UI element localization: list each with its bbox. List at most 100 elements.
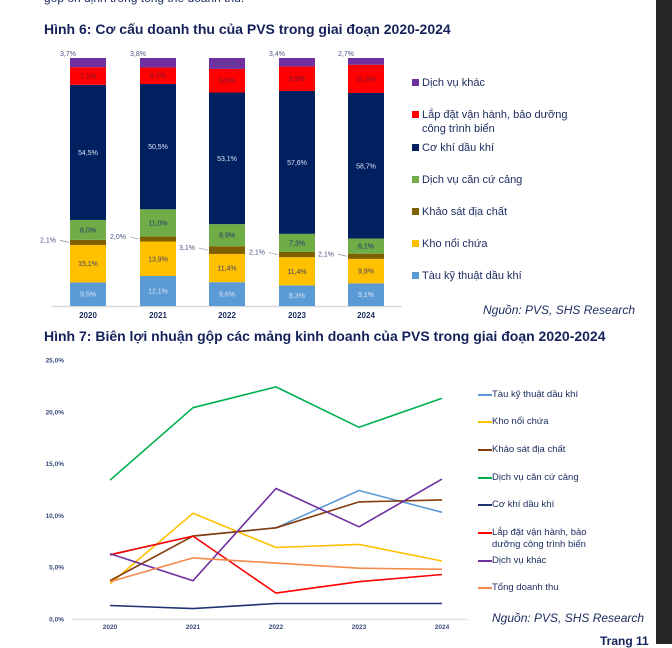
- data-label: 11,0%: [148, 220, 167, 227]
- bar-segment: [348, 258, 384, 284]
- legend-swatch: [412, 176, 419, 183]
- legend-item: Dịch vụ căn cứ cảng: [412, 173, 602, 187]
- legend-label: Dịch vụ khác: [422, 77, 485, 89]
- bar-segment: [348, 238, 384, 254]
- data-label: 6,1%: [358, 244, 374, 251]
- x-tick-label: 2024: [435, 624, 450, 631]
- legend-label: Kho nổi chứa: [422, 238, 488, 250]
- bar-segment: [279, 285, 315, 306]
- bar-segment: [140, 84, 176, 210]
- legend-item: Lắp đặt vận hành, bảo dưỡng công trình b…: [412, 108, 602, 136]
- bar-segment: [348, 253, 384, 259]
- bar-segment: [279, 233, 315, 252]
- bar-segment: [140, 275, 176, 306]
- legend-swatch: [412, 208, 419, 215]
- legend-swatch: [412, 79, 419, 86]
- bar-segment: [209, 282, 245, 306]
- legend-label: Cơ khí dầu khí: [422, 142, 495, 154]
- legend-label: Lắp đặt vận hành, bảo dưỡng công trình b…: [492, 527, 587, 550]
- dark-side-panel: [656, 0, 672, 644]
- data-label: 11,4%: [217, 266, 236, 273]
- series-line: [109, 602, 442, 610]
- data-label: 3,7%: [60, 51, 76, 58]
- series-line: [109, 535, 443, 594]
- data-label: 3,1%: [179, 245, 195, 252]
- legend-swatch: [412, 111, 419, 118]
- series-line: [109, 499, 443, 582]
- data-label: 9,6%: [219, 292, 235, 299]
- x-tick-label: 2024: [357, 311, 375, 320]
- bar-segment: [70, 239, 106, 245]
- bar-segment: [209, 58, 245, 69]
- legend-item: Khảo sát địa chất: [412, 205, 602, 219]
- bar-segment: [348, 283, 384, 306]
- data-label: 57,6%: [287, 160, 307, 167]
- x-tick-label: 2020: [103, 624, 118, 631]
- legend-swatch: [478, 477, 492, 479]
- data-label: 2,1%: [318, 251, 334, 258]
- data-label: 8,3%: [289, 293, 305, 300]
- data-label: 3,8%: [130, 51, 146, 58]
- bar-segment: [348, 58, 384, 65]
- data-label: 2,0%: [110, 234, 126, 241]
- data-label: 3,4%: [269, 51, 285, 58]
- bar-segment: [209, 68, 245, 93]
- legend-item: Khảo sát địa chất: [478, 444, 618, 456]
- x-tick-label: 2020: [79, 311, 97, 320]
- data-label: 9,1%: [358, 292, 374, 299]
- leader-line: [268, 252, 279, 255]
- bar-segment: [279, 66, 315, 91]
- figure6-source: Nguồn: PVS, SHS Research: [483, 303, 636, 317]
- data-label: 6,7%: [150, 73, 166, 80]
- bar-segment: [70, 282, 106, 306]
- bar-segment: [70, 58, 106, 68]
- y-tick-label: 15,0%: [46, 461, 65, 468]
- legend-item: Tàu kỹ thuật dầu khí: [412, 269, 602, 283]
- legend-item: Cơ khí dầu khí: [478, 499, 618, 511]
- figure7-source: Nguồn: PVS, SHS Research: [492, 611, 645, 625]
- bar-segment: [209, 224, 245, 247]
- bar-segment: [70, 67, 106, 85]
- data-label: 12,1%: [148, 288, 168, 295]
- legend-swatch: [478, 449, 492, 451]
- x-tick-label: 2022: [218, 311, 236, 320]
- legend-label: Tổng doanh thu: [492, 582, 559, 593]
- data-label: 11,4%: [287, 269, 306, 276]
- data-label: 9,9%: [289, 76, 305, 83]
- legend-swatch: [412, 272, 419, 279]
- bar-segment: [70, 244, 106, 283]
- leader-line: [59, 240, 70, 243]
- y-tick-label: 25,0%: [46, 358, 65, 365]
- legend-label: Tàu kỹ thuật dầu khí: [492, 389, 579, 400]
- data-label: 54,5%: [78, 150, 98, 157]
- bar-segment: [140, 241, 176, 276]
- data-label: 8,9%: [219, 233, 235, 240]
- data-label: 7,1%: [80, 73, 96, 80]
- legend-label: Khảo sát địa chất: [492, 444, 566, 455]
- page-number: Trang 11: [600, 634, 649, 648]
- bar-segment: [279, 58, 315, 67]
- data-label: 58,7%: [356, 163, 376, 170]
- x-tick-label: 2021: [149, 311, 167, 320]
- legend-swatch: [478, 504, 492, 506]
- data-label: 4,4%: [219, 61, 235, 68]
- x-tick-label: 2023: [288, 311, 306, 320]
- legend-label: Cơ khí dầu khí: [492, 499, 555, 510]
- legend-swatch: [478, 394, 492, 396]
- bar-segment: [348, 64, 384, 93]
- y-tick-label: 20,0%: [46, 409, 65, 416]
- y-tick-label: 10,0%: [46, 513, 65, 520]
- bar-segment: [348, 92, 384, 239]
- legend-item: Dịch vụ khác: [412, 76, 602, 90]
- data-label: 2,1%: [40, 237, 56, 244]
- data-label: 53,1%: [217, 156, 237, 163]
- data-label: 9,5%: [219, 78, 235, 85]
- legend-item: Dịch vụ căn cứ cảng: [478, 472, 618, 484]
- bar-segment: [140, 58, 176, 68]
- leader-line: [198, 247, 209, 251]
- data-label: 2,1%: [249, 250, 265, 257]
- figure6-title: Hình 6: Cơ cấu doanh thu của PVS trong g…: [44, 21, 451, 37]
- legend-swatch: [412, 240, 419, 247]
- data-label: 8,0%: [80, 227, 96, 234]
